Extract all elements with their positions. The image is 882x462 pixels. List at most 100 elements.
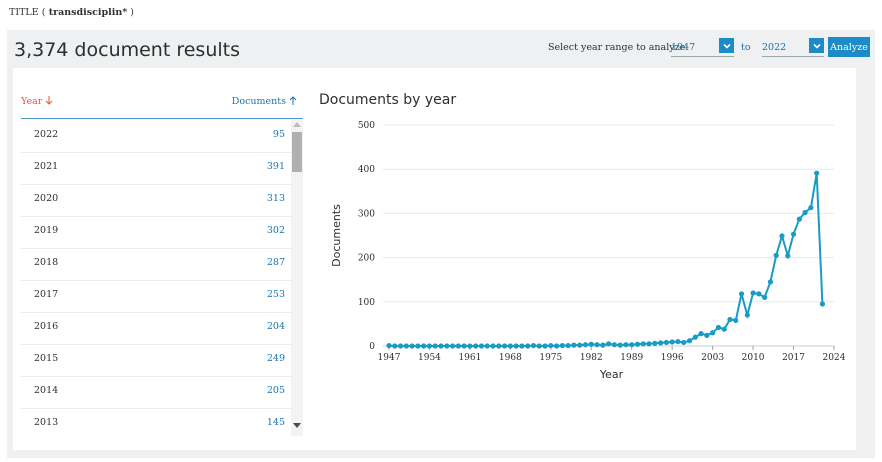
row-count-link[interactable]: 391 bbox=[266, 161, 285, 172]
data-point bbox=[478, 343, 485, 349]
row-count-link[interactable]: 287 bbox=[266, 257, 285, 268]
table-row: 2015 249 bbox=[21, 344, 291, 377]
data-point bbox=[785, 253, 791, 259]
data-point bbox=[519, 343, 525, 349]
row-count-link[interactable]: 95 bbox=[272, 129, 285, 140]
table-row: 2014 205 bbox=[21, 376, 291, 409]
scroll-thumb[interactable] bbox=[292, 132, 302, 172]
row-count-link[interactable]: 313 bbox=[266, 193, 285, 204]
table-row: 2020 313 bbox=[21, 184, 291, 217]
data-point bbox=[767, 279, 774, 285]
data-point bbox=[715, 324, 722, 331]
chevron-down-icon bbox=[809, 38, 824, 53]
scroll-down-icon[interactable] bbox=[293, 423, 301, 428]
x-axis-title: Year bbox=[599, 368, 624, 381]
row-count-link[interactable]: 205 bbox=[266, 385, 285, 396]
data-point bbox=[756, 291, 762, 297]
data-point bbox=[536, 343, 542, 349]
y-tick-label: 300 bbox=[358, 209, 375, 219]
row-year: 2016 bbox=[34, 321, 59, 332]
year-range-label: Select year range to analyze: bbox=[548, 42, 689, 53]
data-point bbox=[663, 339, 670, 346]
data-point bbox=[721, 326, 727, 332]
search-query: TITLE ( transdisciplin* ) bbox=[9, 7, 134, 18]
row-year: 2017 bbox=[34, 289, 59, 300]
year-from-select[interactable]: 1947 bbox=[671, 38, 734, 57]
table-row: 2019 302 bbox=[21, 216, 291, 249]
y-tick-label: 400 bbox=[358, 165, 375, 175]
data-point bbox=[415, 343, 421, 349]
data-point bbox=[490, 343, 496, 349]
x-tick-label: 1961 bbox=[458, 353, 481, 363]
data-point bbox=[553, 343, 560, 349]
arrow-up-icon bbox=[289, 96, 297, 105]
data-point bbox=[738, 291, 745, 297]
data-point bbox=[525, 343, 531, 349]
year-column-header[interactable]: Year bbox=[21, 96, 53, 107]
data-point bbox=[744, 312, 750, 318]
documents-column-header[interactable]: Documents bbox=[232, 96, 297, 107]
to-label: to bbox=[741, 42, 751, 53]
x-tick-label: 1968 bbox=[499, 353, 522, 363]
data-point bbox=[733, 317, 739, 323]
row-count-link[interactable]: 204 bbox=[266, 321, 285, 332]
y-axis-title: Documents bbox=[330, 204, 343, 267]
data-point bbox=[484, 343, 490, 349]
data-point bbox=[426, 343, 433, 349]
data-point bbox=[548, 342, 554, 349]
row-count-link[interactable]: 253 bbox=[266, 289, 285, 300]
scroll-up-icon[interactable] bbox=[293, 122, 301, 127]
x-tick-label: 2024 bbox=[823, 353, 846, 363]
data-point bbox=[392, 343, 398, 349]
documents-by-year-chart: 0 100 200 300 400 500 1947 1954 1961 1968 1975 1982… bbox=[330, 121, 846, 381]
data-point bbox=[386, 342, 392, 349]
data-point bbox=[530, 342, 537, 349]
y-tick-label: 500 bbox=[358, 121, 375, 131]
results-title: 3,374 document results bbox=[14, 39, 240, 61]
data-point bbox=[513, 343, 519, 349]
year-to-select[interactable]: 2022 bbox=[762, 38, 824, 57]
data-point bbox=[646, 341, 652, 347]
data-point bbox=[727, 316, 733, 323]
row-year: 2019 bbox=[34, 225, 59, 236]
year-table: 2022 95 2021 391 2020 313 2019 302 2018 287 2… bbox=[21, 120, 291, 436]
row-count-link[interactable]: 145 bbox=[266, 417, 285, 428]
table-row: 2018 287 bbox=[21, 248, 291, 281]
data-point bbox=[421, 343, 427, 349]
table-header: Year Documents bbox=[21, 96, 303, 118]
chart-title: Documents by year bbox=[319, 92, 457, 108]
table-scrollbar[interactable] bbox=[291, 120, 303, 436]
data-point bbox=[577, 342, 583, 348]
row-year: 2022 bbox=[34, 129, 59, 140]
table-header-divider bbox=[21, 118, 303, 119]
data-point bbox=[606, 341, 612, 347]
data-point bbox=[640, 341, 646, 347]
series-line bbox=[388, 173, 824, 348]
data-point bbox=[507, 343, 513, 349]
row-count-link[interactable]: 249 bbox=[266, 353, 285, 364]
data-point bbox=[779, 233, 785, 239]
data-point bbox=[432, 343, 438, 349]
x-tick-label: 2017 bbox=[782, 353, 805, 363]
data-point bbox=[629, 342, 635, 348]
data-point bbox=[473, 343, 479, 349]
data-point bbox=[710, 330, 716, 336]
data-point bbox=[467, 343, 473, 349]
row-year: 2021 bbox=[34, 161, 59, 172]
x-tick-label: 2003 bbox=[701, 353, 724, 363]
data-point bbox=[582, 342, 589, 348]
data-point bbox=[808, 205, 814, 211]
data-point bbox=[571, 342, 577, 348]
data-point bbox=[588, 341, 594, 347]
x-tick-label: 1982 bbox=[580, 353, 603, 363]
data-point bbox=[623, 342, 629, 348]
analyze-button[interactable]: Analyze bbox=[828, 37, 870, 57]
row-year: 2015 bbox=[34, 353, 59, 364]
data-point bbox=[819, 301, 826, 307]
data-point bbox=[409, 343, 415, 349]
x-tick-label: 1975 bbox=[539, 353, 562, 363]
y-tick-label: 200 bbox=[358, 254, 375, 264]
x-tick-label: 1947 bbox=[378, 353, 401, 363]
row-count-link[interactable]: 302 bbox=[266, 225, 285, 236]
data-point bbox=[669, 339, 675, 345]
